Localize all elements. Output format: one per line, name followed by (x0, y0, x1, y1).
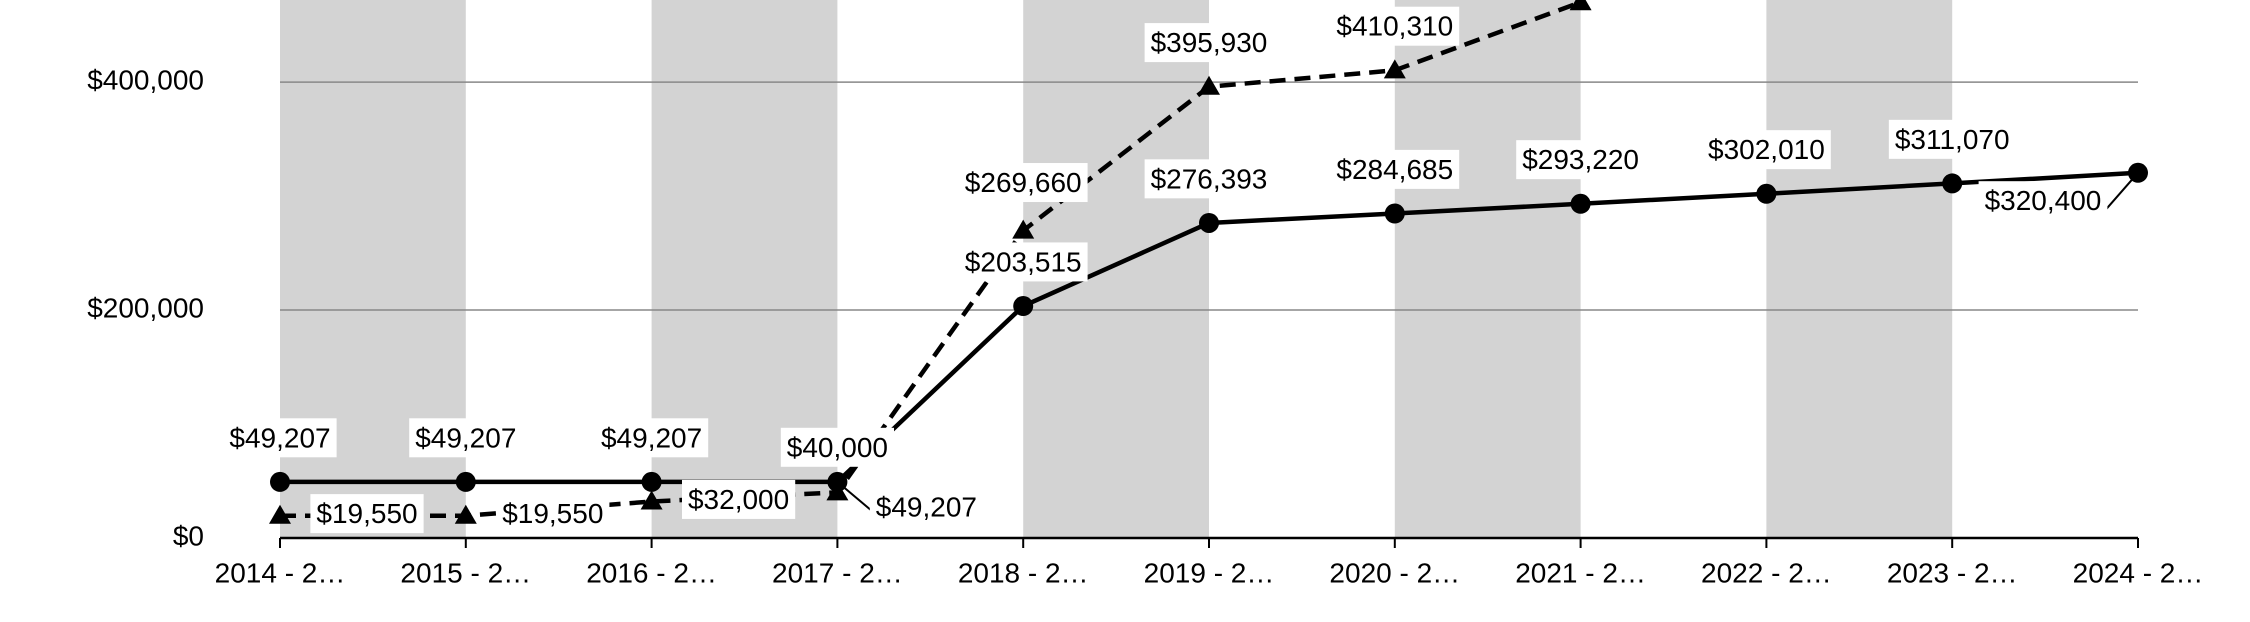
data-label: $19,550 (502, 498, 603, 529)
data-label: $284,685 (1336, 154, 1453, 185)
marker (641, 471, 662, 492)
label-bg (1888, 119, 2016, 159)
label-bg (496, 494, 610, 534)
x-tick-label: 2023 - 2… (1887, 557, 2018, 588)
label-bg (409, 418, 523, 458)
x-tick-label: 2018 - 2… (958, 557, 1089, 588)
x-tick-label: 2019 - 2… (1144, 557, 1275, 588)
marker (1570, 193, 1591, 214)
marker (1942, 173, 1963, 194)
label-bg (1978, 181, 2108, 221)
data-label: $320,400 (1985, 185, 2102, 216)
data-label: $49,207 (601, 422, 702, 453)
marker (270, 471, 290, 492)
data-label: $19,550 (316, 498, 417, 529)
x-tick-label: 2020 - 2… (1329, 557, 1460, 588)
data-label: $395,930 (1151, 27, 1268, 58)
label-bg (869, 487, 984, 527)
data-label: $49,207 (876, 491, 977, 522)
marker (455, 471, 476, 492)
label-bg (1516, 140, 1645, 180)
marker (1383, 59, 1406, 79)
data-label: $269,660 (965, 167, 1082, 198)
marker (1012, 219, 1035, 239)
label-bg (223, 418, 337, 458)
data-label: $293,220 (1522, 144, 1639, 175)
x-tick-label: 2022 - 2… (1701, 557, 1832, 588)
band (1766, 0, 1953, 538)
data-label: $203,515 (965, 246, 1082, 277)
marker (1384, 203, 1405, 224)
marker (1013, 296, 1034, 317)
y-tick-label: $0 (173, 520, 204, 551)
label-bg (1330, 149, 1460, 189)
marker (1199, 212, 1219, 233)
label-bg (681, 479, 796, 519)
marker (1198, 75, 1220, 95)
y-tick-label: $200,000 (87, 292, 204, 323)
x-tick-label: 2021 - 2… (1515, 557, 1646, 588)
label-bg (958, 163, 1088, 203)
label-bg (1702, 130, 1831, 170)
label-bg (1144, 23, 1274, 63)
x-tick-label: 2017 - 2… (772, 557, 903, 588)
x-tick-label: 2016 - 2… (586, 557, 717, 588)
marker (640, 490, 663, 510)
label-bg (958, 242, 1088, 282)
label-bg (310, 494, 424, 534)
label-bg (1144, 159, 1274, 199)
band (1394, 0, 1581, 538)
x-tick-label: 2014 - 2… (215, 557, 346, 588)
label-bg (780, 427, 895, 467)
leader-line (2102, 172, 2139, 214)
data-label: $302,010 (1708, 134, 1825, 165)
label-bg (594, 418, 709, 458)
label-bg (1330, 6, 1460, 46)
data-label: $276,393 (1151, 163, 1268, 194)
marker (1756, 183, 1777, 204)
marker (1569, 0, 1592, 11)
data-label: $40,000 (787, 432, 888, 463)
data-label: $311,070 (1895, 124, 2010, 155)
marker (269, 504, 291, 524)
data-label: $410,310 (1336, 11, 1453, 42)
x-tick-label: 2024 - 2… (2073, 557, 2204, 588)
data-label: $49,207 (229, 422, 330, 453)
data-label: $32,000 (688, 484, 789, 515)
marker (826, 481, 849, 501)
marker (454, 504, 477, 524)
y-tick-label: $400,000 (87, 64, 204, 95)
x-tick-label: 2015 - 2… (400, 557, 531, 588)
data-label: $49,207 (415, 422, 516, 453)
